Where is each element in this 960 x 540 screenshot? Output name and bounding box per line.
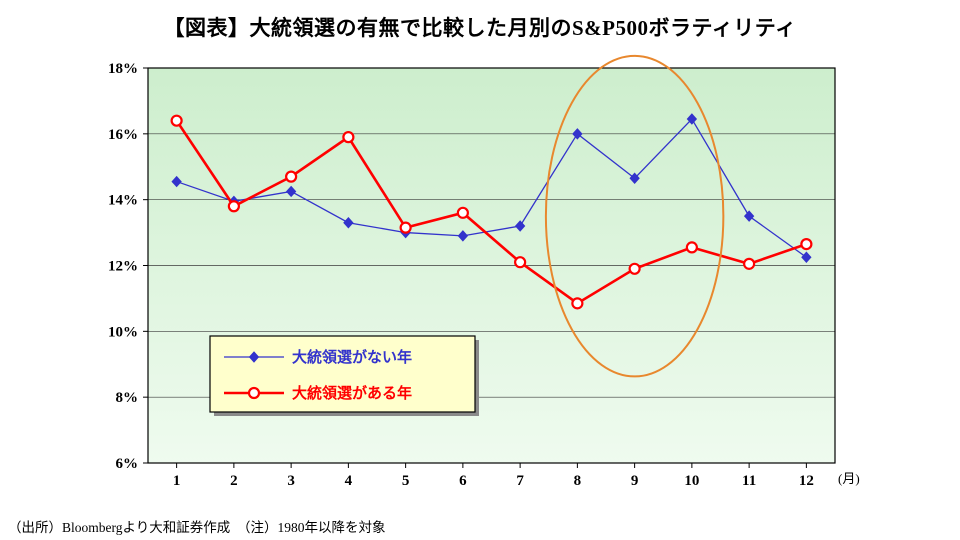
data-point-marker — [514, 256, 527, 269]
data-point-marker — [686, 113, 698, 125]
plot-frame — [147, 67, 836, 464]
data-point-marker — [801, 251, 812, 264]
x-axis-label: 8 — [574, 473, 582, 489]
data-point-marker — [399, 221, 412, 234]
y-axis-label: 8% — [116, 390, 139, 406]
series-line — [176, 117, 807, 258]
data-point-marker — [171, 175, 182, 188]
data-point-marker — [343, 216, 354, 229]
y-axis-label: 6% — [116, 456, 139, 472]
y-axis-label: 14% — [108, 193, 138, 209]
legend-item: 大統領選がある年 — [224, 384, 412, 402]
y-axis-label: 16% — [108, 127, 138, 143]
x-axis-label: 4 — [345, 473, 353, 489]
y-axis-label: 10% — [108, 324, 138, 340]
legend-box — [209, 335, 476, 413]
data-point-marker — [743, 257, 756, 270]
data-point-marker — [457, 230, 469, 242]
data-point-marker — [628, 262, 641, 275]
x-axis-label: 6 — [459, 473, 467, 489]
x-axis-label: 7 — [516, 473, 524, 489]
series-no-election — [171, 113, 812, 264]
x-axis-label: 5 — [402, 473, 410, 489]
data-point-marker — [743, 210, 755, 222]
y-axis-label: 12% — [108, 259, 138, 275]
x-axis-label: 10 — [684, 473, 699, 489]
data-point-marker — [572, 128, 583, 140]
data-point-marker — [248, 351, 260, 363]
x-axis-label: 9 — [631, 473, 639, 489]
data-point-marker — [456, 206, 469, 219]
data-point-marker — [247, 386, 261, 400]
data-point-marker — [227, 200, 240, 213]
data-point-marker — [285, 185, 297, 198]
highlight-ellipse — [544, 54, 725, 378]
data-point-marker — [685, 241, 698, 254]
series-election — [170, 114, 813, 310]
data-point-marker — [514, 220, 526, 232]
data-point-marker — [342, 131, 355, 144]
data-point-marker — [170, 114, 183, 127]
data-point-marker — [285, 170, 298, 183]
x-axis-label: 3 — [287, 473, 295, 489]
legend-label: 大統領選がない年 — [292, 348, 412, 366]
source-note: （出所）Bloombergより大和証券作成 （注）1980年以降を対象 — [8, 520, 386, 535]
legend-item: 大統領選がない年 — [224, 348, 412, 366]
x-axis-label: 1 — [173, 473, 181, 489]
chart-title: 【図表】大統領選の有無で比較した月別のS&P500ボラティリティ — [163, 16, 797, 40]
data-point-marker — [571, 297, 584, 310]
x-axis-label: 11 — [742, 473, 756, 489]
x-axis-unit-label: (月) — [838, 471, 860, 486]
data-point-marker — [629, 172, 640, 185]
legend-label: 大統領選がある年 — [292, 384, 412, 402]
data-point-marker — [800, 238, 813, 251]
x-axis-label: 2 — [230, 473, 238, 489]
y-axis-label: 18% — [108, 61, 138, 77]
series-line — [175, 119, 807, 305]
x-axis-label: 12 — [799, 473, 814, 489]
